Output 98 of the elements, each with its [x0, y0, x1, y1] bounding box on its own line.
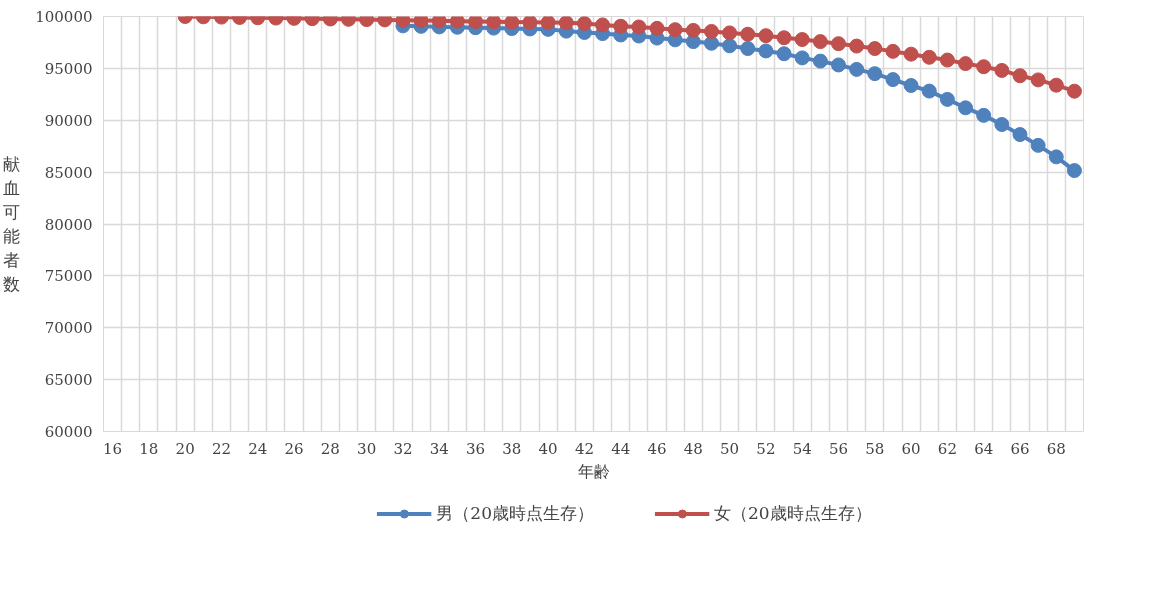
point [903, 78, 919, 93]
point [758, 28, 774, 44]
point [613, 18, 629, 34]
point [921, 49, 937, 65]
point [958, 100, 974, 116]
point [722, 38, 738, 54]
point [1012, 127, 1028, 143]
point [903, 46, 919, 62]
point [1066, 83, 1082, 99]
x-tick-label: 46 [647, 439, 667, 458]
point [939, 91, 955, 107]
point [758, 43, 774, 59]
point [849, 38, 865, 54]
point [558, 16, 574, 31]
point [939, 52, 955, 68]
y-tick-label: 95000 [44, 59, 93, 78]
point [740, 41, 756, 57]
x-tick-label: 56 [828, 439, 849, 458]
point [395, 16, 411, 28]
point [867, 41, 883, 57]
point [595, 17, 611, 33]
point [504, 16, 520, 30]
point [1048, 77, 1064, 93]
x-tick-label: 18 [139, 439, 159, 458]
point [885, 72, 901, 88]
x-tick-label: 22 [211, 439, 232, 458]
point [685, 22, 701, 38]
point [649, 20, 665, 36]
x-tick-label: 36 [465, 439, 486, 458]
x-tick-label: 54 [792, 439, 812, 458]
x-tick-label: 30 [357, 439, 377, 458]
point [958, 56, 974, 72]
x-tick-label: 52 [756, 439, 776, 458]
x-tick-label: 58 [865, 439, 885, 458]
y-tick-label: 100000 [35, 8, 93, 26]
point [1048, 149, 1064, 165]
point [703, 23, 719, 39]
point [431, 16, 447, 29]
point [885, 43, 901, 59]
legend-label: 男（20歳時点生存） [436, 501, 594, 525]
point [740, 26, 756, 42]
point [849, 61, 865, 77]
point [794, 32, 810, 48]
y-tick-label: 85000 [44, 163, 93, 182]
legend-label: 女（20歳時点生存） [714, 501, 872, 525]
x-tick-label: 50 [720, 439, 740, 458]
point [994, 62, 1010, 78]
y-tick-label: 80000 [44, 215, 93, 234]
point [1066, 163, 1082, 179]
x-tick-label: 26 [284, 439, 304, 458]
x-tick-label: 34 [429, 439, 449, 458]
x-tick-label: 38 [502, 439, 522, 458]
x-tick-label: 48 [683, 439, 703, 458]
x-tick-label: 24 [248, 439, 268, 458]
point [776, 46, 792, 62]
x-tick-label: 60 [901, 439, 921, 458]
point [722, 25, 738, 41]
y-axis-title: 献血可能者数 [3, 154, 21, 294]
x-tick-label: 66 [1010, 439, 1030, 458]
point [831, 57, 846, 73]
point [522, 16, 538, 30]
x-tick-label: 42 [574, 439, 594, 458]
point [776, 30, 792, 46]
x-tick-label: 16 [103, 439, 123, 458]
point [1030, 72, 1046, 88]
x-tick-label: 20 [175, 439, 195, 458]
x-tick-label: 44 [611, 439, 631, 458]
x-axis-title: 年齢 [577, 461, 610, 481]
point [831, 36, 846, 52]
point [976, 59, 992, 75]
point [486, 16, 502, 30]
point [449, 16, 465, 29]
point [994, 117, 1010, 132]
point [631, 19, 647, 35]
point [667, 22, 683, 38]
y-tick-label: 90000 [44, 111, 93, 130]
x-tick-label: 32 [393, 439, 413, 458]
y-tick-label: 70000 [44, 319, 93, 338]
point [1012, 68, 1028, 84]
point [794, 50, 810, 66]
x-tick-label: 62 [937, 439, 957, 458]
point [540, 16, 556, 30]
point [812, 53, 828, 69]
y-tick-label: 65000 [44, 371, 93, 390]
point [921, 83, 937, 99]
y-tick-label: 75000 [44, 267, 93, 286]
y-tick-label: 60000 [44, 423, 93, 441]
point [867, 66, 883, 82]
point [1030, 137, 1046, 153]
x-tick-label: 68 [1046, 439, 1066, 458]
x-tick-label: 64 [974, 439, 994, 458]
point [468, 16, 484, 29]
point [576, 16, 592, 31]
point [812, 34, 828, 50]
point [976, 107, 992, 123]
point [413, 16, 429, 29]
x-tick-label: 40 [538, 439, 558, 458]
x-tick-label: 28 [320, 439, 340, 458]
